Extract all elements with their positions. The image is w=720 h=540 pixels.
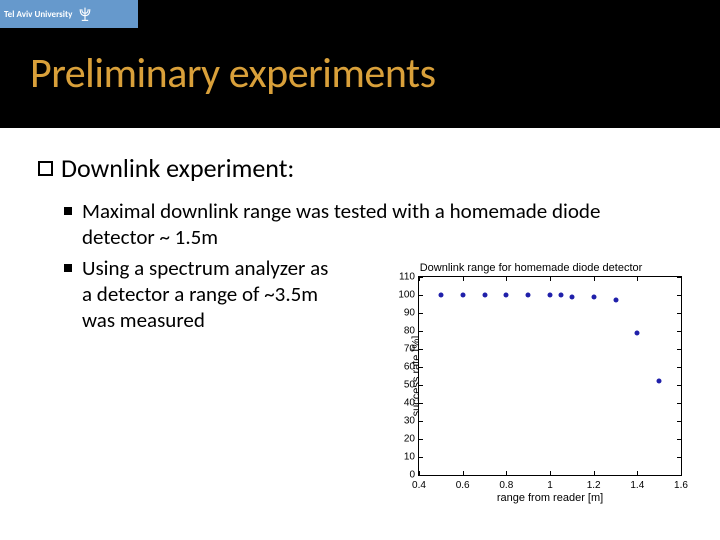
subheading-text: Downlink experiment:: [61, 152, 294, 184]
chart-data-point: [548, 293, 553, 298]
hollow-square-bullet-icon: [38, 161, 53, 176]
subheading-row: Downlink experiment:: [38, 152, 682, 184]
chart-data-point: [482, 293, 487, 298]
chart-x-tick-label: 0.8: [499, 480, 513, 491]
bullet-text: Using a spectrum analyzer as a detector …: [82, 255, 342, 334]
chart-plot-area: success rate [%] 01020304050607080901001…: [418, 276, 682, 476]
chart-y-tick-label: 10: [391, 452, 415, 463]
bullet-text: Maximal downlink range was tested with a…: [82, 198, 642, 251]
chart-y-tick-label: 30: [391, 416, 415, 427]
logo-text: Tel Aviv University: [4, 9, 72, 20]
square-bullet-icon: [64, 207, 72, 215]
chart-data-point: [569, 294, 574, 299]
chart-title: Downlink range for homemade diode detect…: [372, 262, 690, 274]
chart-data-point: [635, 330, 640, 335]
bullet-item: Maximal downlink range was tested with a…: [64, 198, 682, 251]
university-logo: Tel Aviv University: [0, 0, 138, 28]
chart-y-tick-label: 100: [391, 290, 415, 301]
chart-y-tick-label: 80: [391, 326, 415, 337]
chart-y-tick-label: 50: [391, 380, 415, 391]
chart-x-tick-label: 1.4: [630, 480, 644, 491]
chart-y-tick-label: 40: [391, 398, 415, 409]
title-header: Tel Aviv University Preliminary experime…: [0, 0, 720, 128]
chart-y-tick-label: 20: [391, 434, 415, 445]
chart-data-point: [526, 293, 531, 298]
slide-title: Preliminary experiments: [30, 48, 436, 99]
chart-x-tick-label: 1.6: [674, 480, 688, 491]
chart-data-point: [460, 293, 465, 298]
chart-axes-box: 01020304050607080901001100.40.60.811.21.…: [418, 276, 682, 476]
chart-y-tick-label: 90: [391, 308, 415, 319]
chart-x-tick-label: 0.6: [456, 480, 470, 491]
chart-data-point: [558, 293, 563, 298]
chart-data-point: [438, 293, 443, 298]
chart-x-axis-label: range from reader [m]: [418, 492, 682, 504]
chart-x-tick-label: 1: [547, 480, 553, 491]
downlink-range-chart: Downlink range for homemade diode detect…: [372, 262, 690, 510]
chart-data-point: [591, 294, 596, 299]
chart-data-point: [613, 298, 618, 303]
square-bullet-icon: [64, 264, 72, 272]
chart-x-tick-label: 1.2: [587, 480, 601, 491]
chart-data-point: [657, 379, 662, 384]
menorah-icon: [76, 3, 94, 25]
chart-y-tick-label: 70: [391, 344, 415, 355]
chart-data-point: [504, 293, 509, 298]
chart-y-tick-label: 0: [391, 470, 415, 481]
chart-y-tick-label: 110: [391, 272, 415, 283]
chart-x-tick-label: 0.4: [412, 480, 426, 491]
chart-y-tick-label: 60: [391, 362, 415, 373]
